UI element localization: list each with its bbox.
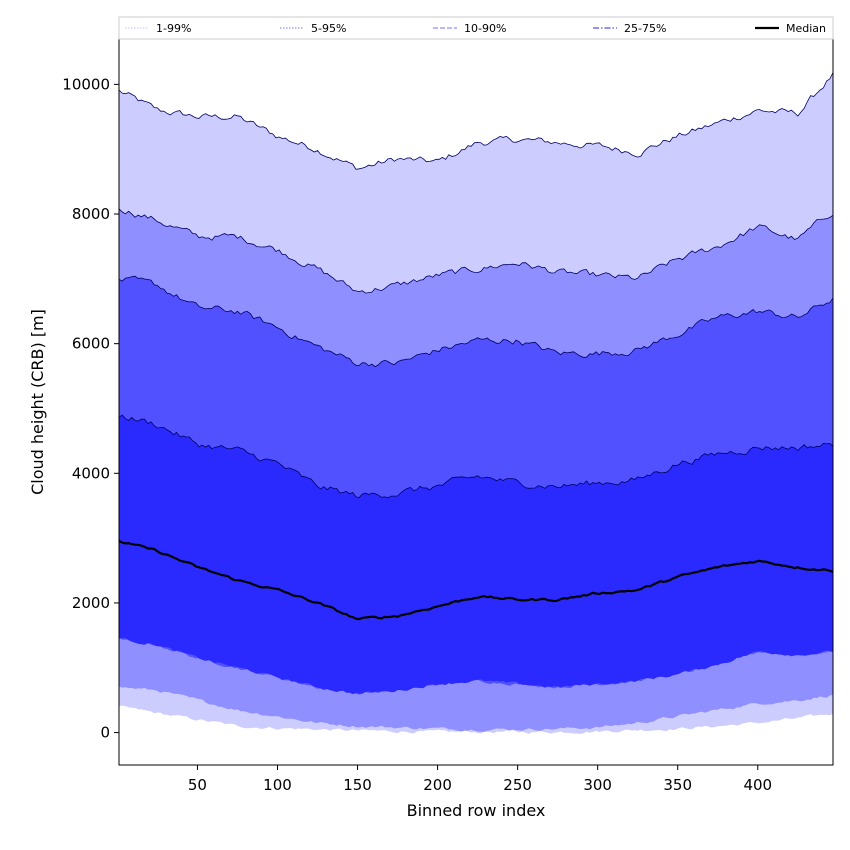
median-line [119, 539, 833, 621]
band-upper-edge-5-95% [119, 208, 833, 294]
x-tick-label: 300 [583, 776, 612, 794]
y-tick-label: 0 [100, 724, 110, 742]
y-tick-label: 8000 [72, 205, 110, 223]
x-tick-label: 350 [663, 776, 692, 794]
plot-area [119, 72, 833, 734]
band-25-75% [119, 415, 833, 695]
band-upper-edge-10-90% [119, 275, 833, 368]
x-tick-label: 200 [423, 776, 452, 794]
legend-label: 1-99% [156, 22, 191, 35]
y-tick-label: 10000 [62, 75, 110, 93]
x-tick-label: 400 [743, 776, 772, 794]
legend-label: 25-75% [624, 22, 666, 35]
y-tick-label: 2000 [72, 594, 110, 612]
legend-label: 5-95% [311, 22, 346, 35]
y-tick-label: 4000 [72, 464, 110, 482]
legend-label: Median [786, 22, 826, 35]
y-tick-label: 6000 [72, 335, 110, 353]
y-axis-title: Cloud height (CRB) [m] [28, 309, 47, 495]
legend-box [118, 16, 834, 40]
x-tick-label: 50 [188, 776, 207, 794]
x-axis-title: Binned row index [407, 801, 546, 820]
legend: 1-99% 5-95% 10-90% 25-75% Median [118, 16, 834, 40]
x-tick-label: 150 [343, 776, 372, 794]
x-tick-label: 250 [503, 776, 532, 794]
band-upper-edge-1-99% [119, 72, 833, 170]
legend-label: 10-90% [464, 22, 506, 35]
band-upper-edge-25-75% [119, 414, 833, 499]
x-tick-label: 100 [263, 776, 292, 794]
